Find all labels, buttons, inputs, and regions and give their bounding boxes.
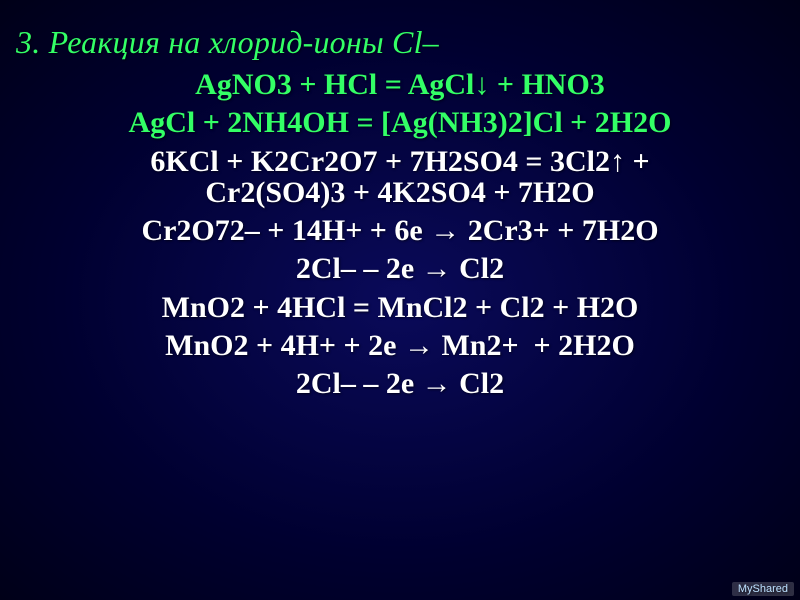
- equation-line: 2Cl– – 2e → Cl2: [296, 253, 504, 285]
- equation-line: 2Cl– – 2e → Cl2: [296, 368, 504, 400]
- slide: 3. Реакция на хлорид-ионы Cl– AgNO3 + HC…: [0, 0, 800, 600]
- equation-line: Cr2O72– + 14H+ + 6e → 2Cr3+ + 7H2O: [141, 215, 658, 247]
- equation-line: AgCl + 2NH4OH = [Ag(NH3)2]Cl + 2H2O: [129, 107, 672, 139]
- equation-line: MnO2 + 4H+ + 2e → Mn2+ + 2H2O: [165, 330, 635, 362]
- equation-line: 6KCl + K2Cr2O7 + 7H2SO4 = 3Cl2↑ + Cr2(SO…: [150, 146, 649, 209]
- watermark: MyShared: [732, 582, 794, 596]
- equation-line: MnO2 + 4HCl = MnCl2 + Cl2 + H2O: [162, 292, 639, 324]
- equation-line: AgNO3 + HCl = AgCl↓ + HNO3: [195, 69, 605, 101]
- equation-block: AgNO3 + HCl = AgCl↓ + HNO3 AgCl + 2NH4OH…: [16, 69, 784, 401]
- slide-title: 3. Реакция на хлорид-ионы Cl–: [16, 24, 784, 61]
